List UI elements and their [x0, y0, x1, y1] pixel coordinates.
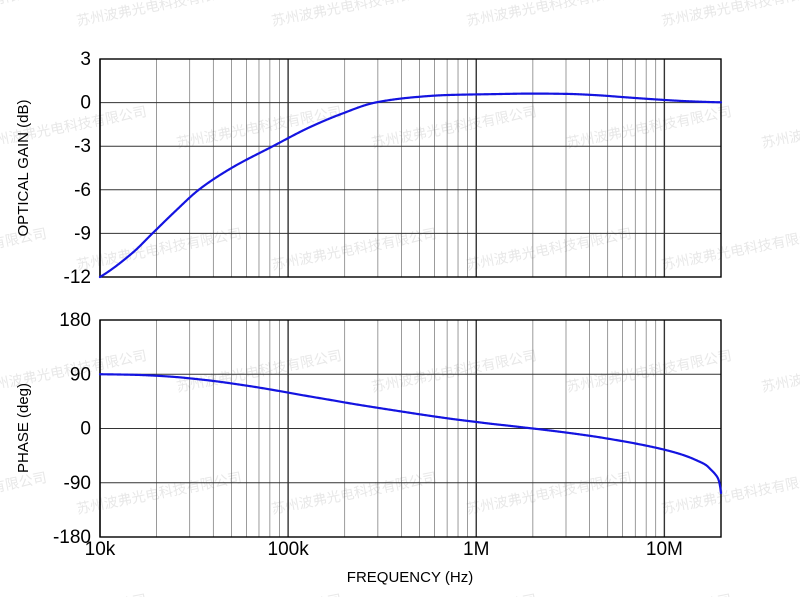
svg-text:180: 180: [59, 310, 91, 331]
svg-text:PHASE (deg): PHASE (deg): [15, 383, 32, 473]
svg-text:FREQUENCY (Hz): FREQUENCY (Hz): [347, 569, 473, 586]
svg-text:-90: -90: [64, 473, 91, 494]
svg-text:90: 90: [70, 364, 91, 385]
svg-text:3: 3: [80, 49, 91, 70]
svg-text:1M: 1M: [463, 539, 489, 560]
svg-text:0: 0: [80, 419, 91, 440]
svg-text:10k: 10k: [85, 539, 116, 560]
svg-text:10M: 10M: [646, 539, 683, 560]
svg-text:-12: -12: [64, 267, 91, 288]
svg-text:0: 0: [80, 93, 91, 114]
svg-text:100k: 100k: [268, 539, 310, 560]
svg-text:-6: -6: [74, 180, 91, 201]
svg-text:-3: -3: [74, 136, 91, 157]
svg-text:OPTICAL GAIN (dB): OPTICAL GAIN (dB): [15, 100, 32, 237]
svg-text:-9: -9: [74, 223, 91, 244]
